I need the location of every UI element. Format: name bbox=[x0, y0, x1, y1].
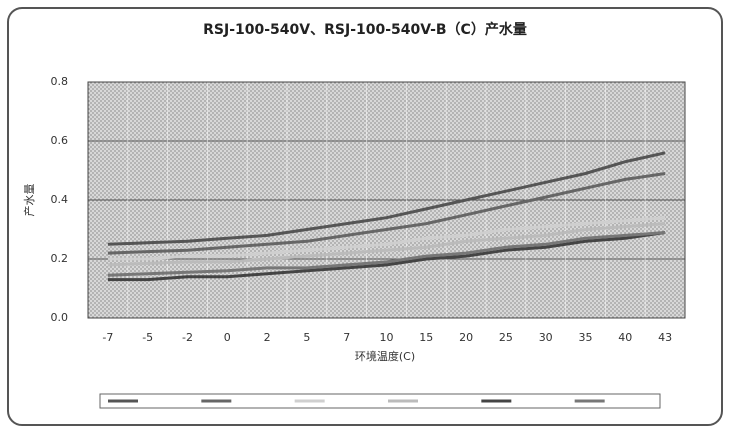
x-tick-label: 25 bbox=[499, 331, 513, 344]
series-line bbox=[107, 151, 666, 246]
x-tick-label: 0 bbox=[224, 331, 231, 344]
x-tick-label: 43 bbox=[658, 331, 672, 344]
x-tick-label: 30 bbox=[539, 331, 553, 344]
x-tick-label: 40 bbox=[618, 331, 632, 344]
series-line bbox=[107, 216, 666, 261]
chart-title: RSJ-100-540V、RSJ-100-540V-B（C）产水量 bbox=[203, 21, 527, 38]
x-tick-label: -7 bbox=[102, 331, 113, 344]
x-tick-label: -5 bbox=[142, 331, 153, 344]
x-tick-label: 10 bbox=[380, 331, 394, 344]
series-line bbox=[107, 231, 666, 282]
series-line bbox=[107, 172, 666, 255]
y-tick-label: 0.0 bbox=[51, 311, 69, 324]
x-tick-label: 2 bbox=[264, 331, 271, 344]
y-tick-label: 0.8 bbox=[51, 75, 69, 88]
y-tick-label: 0.6 bbox=[51, 134, 69, 147]
x-tick-label: 35 bbox=[579, 331, 593, 344]
x-axis-label: 环境温度(C) bbox=[355, 349, 415, 363]
x-tick-label: 15 bbox=[419, 331, 433, 344]
y-axis-label: 产水量 bbox=[22, 184, 36, 217]
series-line bbox=[107, 222, 666, 267]
x-tick-label: 7 bbox=[343, 331, 350, 344]
plot-frame bbox=[87, 81, 686, 319]
x-tick-label: 20 bbox=[459, 331, 473, 344]
x-tick-label: -2 bbox=[182, 331, 193, 344]
series-line bbox=[107, 231, 666, 277]
y-tick-label: 0.4 bbox=[51, 193, 69, 206]
y-tick-label: 0.2 bbox=[51, 252, 69, 265]
legend bbox=[99, 393, 661, 409]
x-tick-label: 5 bbox=[303, 331, 310, 344]
